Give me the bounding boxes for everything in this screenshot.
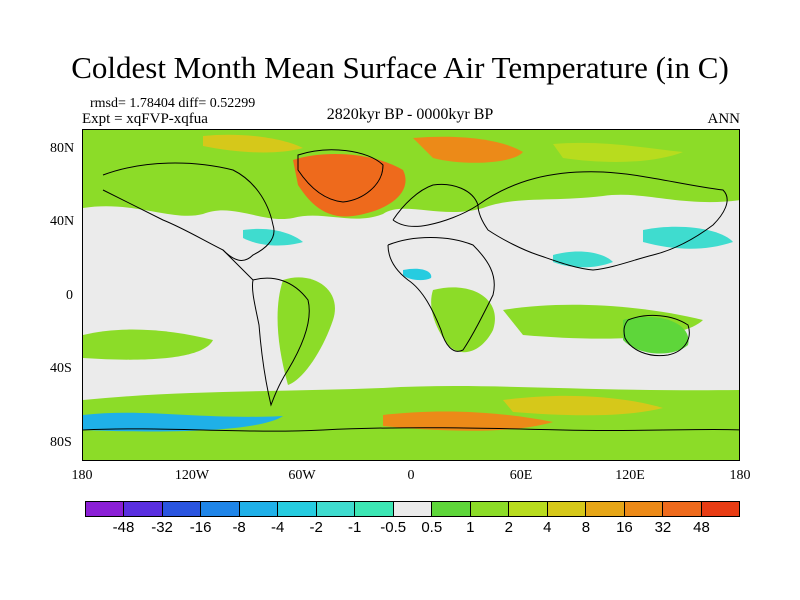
lon-label-120w: 120W: [174, 468, 210, 483]
coastlines: [83, 149, 739, 432]
lon-label-60e: 60E: [509, 468, 533, 483]
colorbar-label: -0.5: [380, 519, 407, 536]
anomaly-region-sahara-cold: [403, 268, 432, 281]
colorbar-label: 2: [504, 519, 513, 536]
coastline-north-america: [102, 162, 275, 261]
lon-label-180e: 180: [729, 468, 751, 483]
coastline-south-america: [252, 277, 310, 407]
lon-label-180w: 180: [71, 468, 93, 483]
lat-label-40n: 40N: [50, 214, 75, 229]
colorbar-label: 0.5: [421, 519, 443, 536]
lat-label-40s: 40S: [50, 361, 72, 376]
colorbar-label: -16: [189, 519, 212, 536]
anomaly-region-south-pacific: [83, 329, 213, 360]
experiment-id: Expt = xqFVP-xqfua: [82, 111, 208, 127]
colorbar-label: -48: [112, 519, 135, 536]
coastline-australia: [623, 315, 690, 357]
coastline-central-america: [222, 249, 254, 281]
plot-title: Coldest Month Mean Surface Air Temperatu…: [71, 50, 729, 85]
coastline-greenland: [297, 149, 384, 203]
temperature-anomaly-map: [82, 129, 740, 461]
anomaly-region-greenland: [293, 154, 406, 217]
time-period: 2820kyr BP - 0000kyr BP: [326, 106, 494, 123]
colorbar-swatch: [509, 502, 548, 516]
lat-label-0: 0: [66, 288, 73, 303]
colorbar-swatch: [432, 502, 471, 516]
colorbar-label: 8: [581, 519, 591, 536]
colorbar-label: 4: [543, 519, 552, 536]
colorbar-swatch: [586, 502, 625, 516]
anomaly-region-arabia-cold: [553, 251, 613, 268]
anomaly-fields: [83, 130, 739, 460]
anomaly-region-arctic: [83, 130, 739, 219]
anomaly-region-africa: [431, 287, 495, 353]
colorbar-label: -2: [309, 519, 323, 536]
colorbar-label: 1: [466, 519, 475, 536]
colorbar-label: 16: [616, 519, 633, 536]
anomaly-region-pacific-cold: [643, 226, 733, 249]
anomaly-region-antarctic-cold: [83, 412, 283, 432]
colorbar-label: -4: [270, 519, 285, 536]
color-legend-labels: -48 -32 -16 -8 -4 -2 -1 -0.5 0.5 1 2 4 8 16 32 48: [0, 519, 800, 539]
colorbar-swatch: [239, 502, 279, 516]
lon-label-0: 0: [407, 468, 415, 483]
colorbar-swatch: [162, 502, 202, 516]
colorbar-swatch: [470, 502, 510, 516]
anomaly-region-australia: [623, 316, 689, 354]
lon-label-60w: 60W: [288, 468, 316, 483]
season-label: ANN: [707, 111, 741, 127]
anomaly-region-canada: [203, 134, 303, 153]
colorbar-label: -32: [151, 519, 173, 536]
colorbar-swatch: [624, 502, 664, 516]
lat-label-80s: 80S: [50, 435, 72, 450]
lon-label-120e: 120E: [615, 468, 645, 483]
colorbar-swatch: [663, 502, 702, 516]
colorbar-swatch: [355, 502, 394, 516]
colorbar-label: -8: [232, 519, 246, 536]
colorbar-swatch: [201, 502, 240, 516]
color-legend-bar: [85, 501, 740, 517]
colorbar-label: 48: [693, 519, 710, 536]
map-canvas: [83, 130, 739, 460]
colorbar-swatch: [701, 502, 739, 516]
colorbar-swatch: [316, 502, 356, 516]
lat-label-80n: 80N: [50, 141, 75, 156]
colorbar-swatch: [278, 502, 317, 516]
colorbar-swatch: [547, 502, 587, 516]
colorbar-label: -1: [348, 519, 362, 536]
colorbar-swatch: [86, 502, 125, 516]
colorbar-label: 32: [654, 519, 672, 536]
anomaly-region-antarctic-yellow: [503, 395, 663, 416]
coastline-asia: [477, 171, 728, 271]
colorbar-swatch: [124, 502, 163, 516]
coastline-antarctica: [83, 427, 739, 432]
rmsd-diff-stats: rmsd= 1.78404 diff= 0.52299: [90, 96, 256, 111]
anomaly-region-siberia: [413, 136, 523, 163]
anomaly-region-asia-yellow: [553, 142, 683, 162]
colorbar-swatch: [393, 502, 433, 516]
anomaly-region-antarctic-warm: [383, 411, 553, 431]
coastline-africa: [387, 237, 495, 352]
